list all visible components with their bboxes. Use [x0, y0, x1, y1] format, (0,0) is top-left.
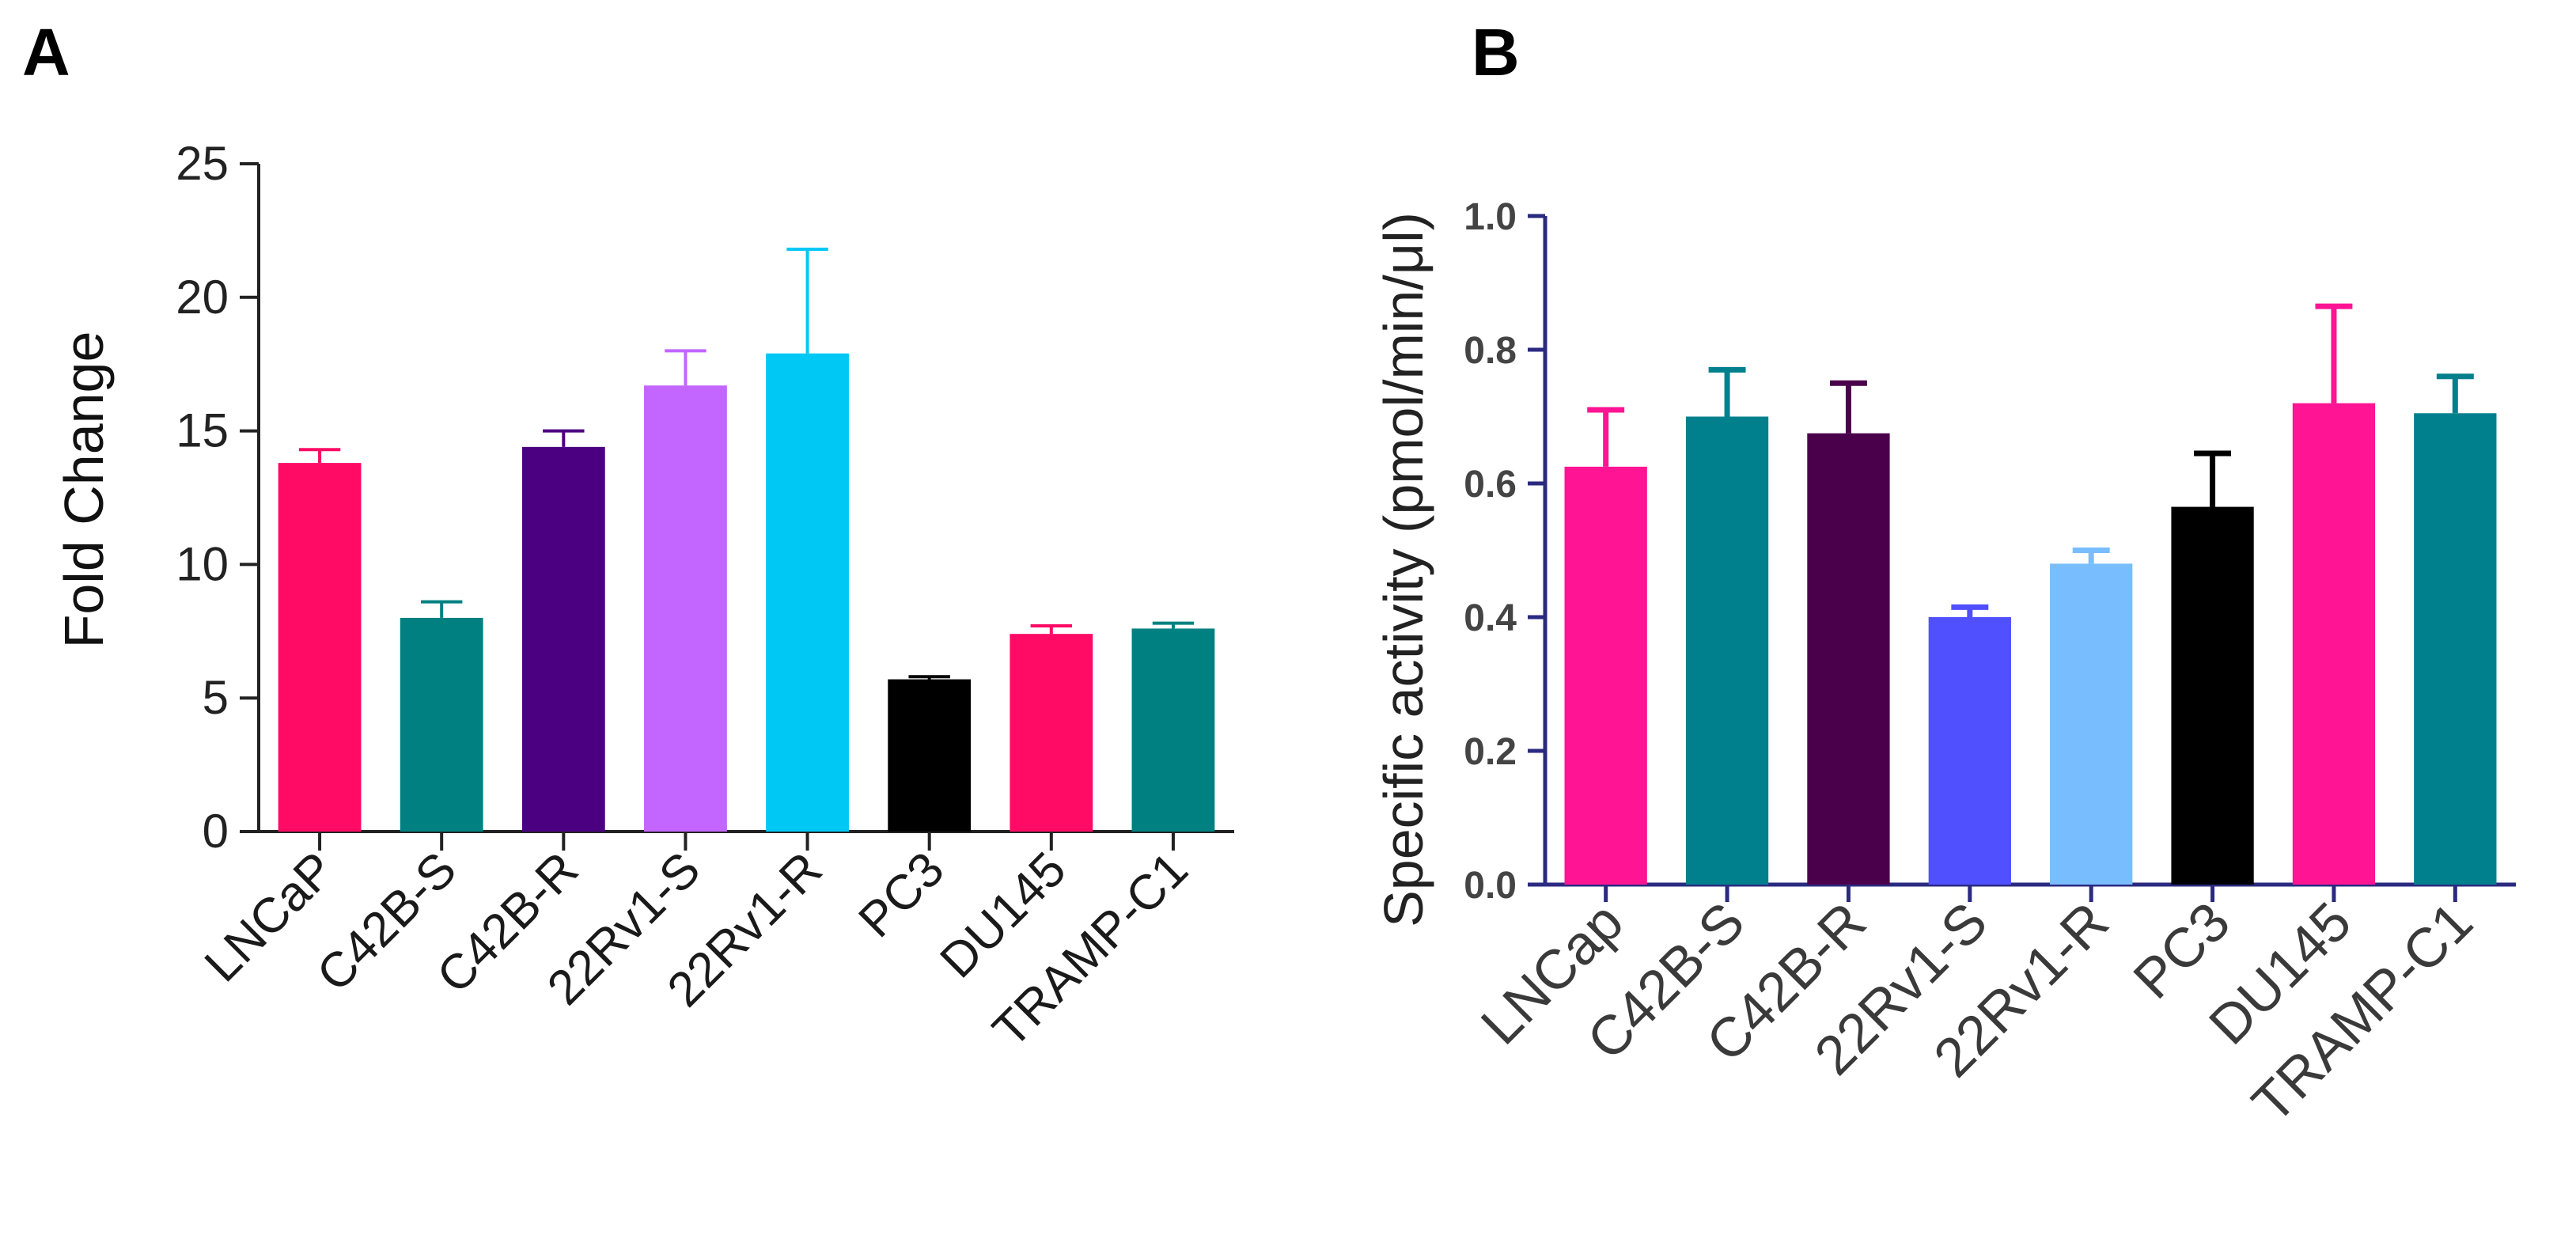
bar-22rv1-s	[644, 385, 727, 832]
bar-lncap	[278, 463, 362, 832]
bar-22rv1-r	[2050, 563, 2133, 885]
y-tick-label: 0	[203, 805, 229, 858]
bar-lncap	[1564, 466, 1647, 885]
y-tick-label: 0.8	[1464, 330, 1517, 372]
bar-tramp-c1	[1131, 628, 1215, 832]
chart-b: Specific activity (pmol/min/μl) 0.0 0.2 0.…	[1373, 196, 2516, 1135]
bar-c42b-r	[521, 446, 605, 832]
bar-du145	[2292, 403, 2376, 885]
y-tick-label: 0.6	[1464, 464, 1517, 506]
y-tick-label: 25	[176, 137, 229, 190]
y-tick-label: 15	[176, 404, 229, 457]
bar-pc3	[888, 679, 972, 832]
y-tick-label: 0.4	[1464, 597, 1517, 639]
bar-pc3	[2171, 506, 2254, 885]
bar-tramp-c1	[2414, 413, 2497, 885]
bar-du145	[1010, 634, 1093, 832]
chart-a: Fold Change 0510152025LNCaPC42B-SC42B-R2…	[53, 137, 1234, 1058]
bar-22rv1-r	[766, 353, 849, 832]
chart-a-ylabel: Fold Change	[53, 332, 115, 649]
panel-a-letter: A	[22, 15, 70, 89]
y-tick-label: 10	[176, 537, 229, 590]
bar-c42b-s	[1685, 416, 1769, 885]
panel-b-letter: B	[1472, 15, 1520, 89]
bar-c42b-s	[400, 617, 483, 832]
y-tick-label: 20	[176, 271, 229, 324]
y-tick-label: 0.0	[1464, 865, 1517, 907]
chart-b-ylabel: Specific activity (pmol/min/μl)	[1373, 212, 1434, 927]
y-tick-label: 0.2	[1464, 731, 1517, 773]
bar-22rv1-s	[1928, 617, 2011, 885]
y-tick-label: 1.0	[1464, 196, 1517, 238]
bar-c42b-r	[1807, 433, 1890, 885]
y-tick-label: 5	[203, 671, 229, 724]
x-category-label: PC3	[849, 842, 955, 948]
